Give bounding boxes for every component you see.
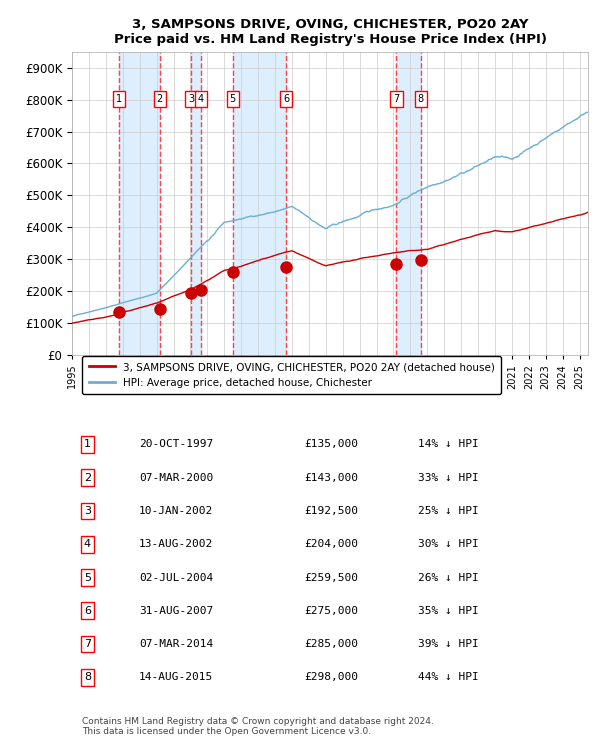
Bar	[191, 52, 201, 354]
Text: 25% ↓ HPI: 25% ↓ HPI	[418, 506, 478, 516]
Bar	[119, 52, 160, 354]
Text: £275,000: £275,000	[304, 606, 358, 616]
Text: 20-OCT-1997: 20-OCT-1997	[139, 440, 214, 449]
Text: £135,000: £135,000	[304, 440, 358, 449]
Text: £192,500: £192,500	[304, 506, 358, 516]
Text: 7: 7	[394, 94, 400, 104]
Text: Contains HM Land Registry data © Crown copyright and database right 2024.
This d: Contains HM Land Registry data © Crown c…	[82, 716, 434, 736]
Text: 2: 2	[84, 473, 91, 482]
Text: 8: 8	[418, 94, 424, 104]
Text: £259,500: £259,500	[304, 573, 358, 582]
Text: 6: 6	[84, 606, 91, 616]
Text: £285,000: £285,000	[304, 639, 358, 649]
Text: 44% ↓ HPI: 44% ↓ HPI	[418, 673, 478, 682]
Text: 07-MAR-2000: 07-MAR-2000	[139, 473, 214, 482]
Text: 14-AUG-2015: 14-AUG-2015	[139, 673, 214, 682]
Bar	[233, 52, 286, 354]
Text: 7: 7	[84, 639, 91, 649]
Text: 2: 2	[157, 94, 163, 104]
Text: 3: 3	[188, 94, 194, 104]
Text: 26% ↓ HPI: 26% ↓ HPI	[418, 573, 478, 582]
Title: 3, SAMPSONS DRIVE, OVING, CHICHESTER, PO20 2AY
Price paid vs. HM Land Registry's: 3, SAMPSONS DRIVE, OVING, CHICHESTER, PO…	[113, 18, 547, 47]
Text: 1: 1	[116, 94, 122, 104]
Text: 14% ↓ HPI: 14% ↓ HPI	[418, 440, 478, 449]
Text: 10-JAN-2002: 10-JAN-2002	[139, 506, 214, 516]
Text: £298,000: £298,000	[304, 673, 358, 682]
Bar	[397, 52, 421, 354]
Text: 39% ↓ HPI: 39% ↓ HPI	[418, 639, 478, 649]
Text: 5: 5	[84, 573, 91, 582]
Text: 3: 3	[84, 506, 91, 516]
Text: 1: 1	[84, 440, 91, 449]
Text: 5: 5	[230, 94, 236, 104]
Text: £204,000: £204,000	[304, 539, 358, 549]
Text: 07-MAR-2014: 07-MAR-2014	[139, 639, 214, 649]
Text: £143,000: £143,000	[304, 473, 358, 482]
Text: 33% ↓ HPI: 33% ↓ HPI	[418, 473, 478, 482]
Text: 30% ↓ HPI: 30% ↓ HPI	[418, 539, 478, 549]
Text: 35% ↓ HPI: 35% ↓ HPI	[418, 606, 478, 616]
Legend: 3, SAMPSONS DRIVE, OVING, CHICHESTER, PO20 2AY (detached house), HPI: Average pr: 3, SAMPSONS DRIVE, OVING, CHICHESTER, PO…	[82, 356, 501, 394]
Text: 4: 4	[197, 94, 204, 104]
Text: 8: 8	[84, 673, 91, 682]
Text: 31-AUG-2007: 31-AUG-2007	[139, 606, 214, 616]
Text: 4: 4	[84, 539, 91, 549]
Text: 6: 6	[283, 94, 289, 104]
Text: 02-JUL-2004: 02-JUL-2004	[139, 573, 214, 582]
Text: 13-AUG-2002: 13-AUG-2002	[139, 539, 214, 549]
